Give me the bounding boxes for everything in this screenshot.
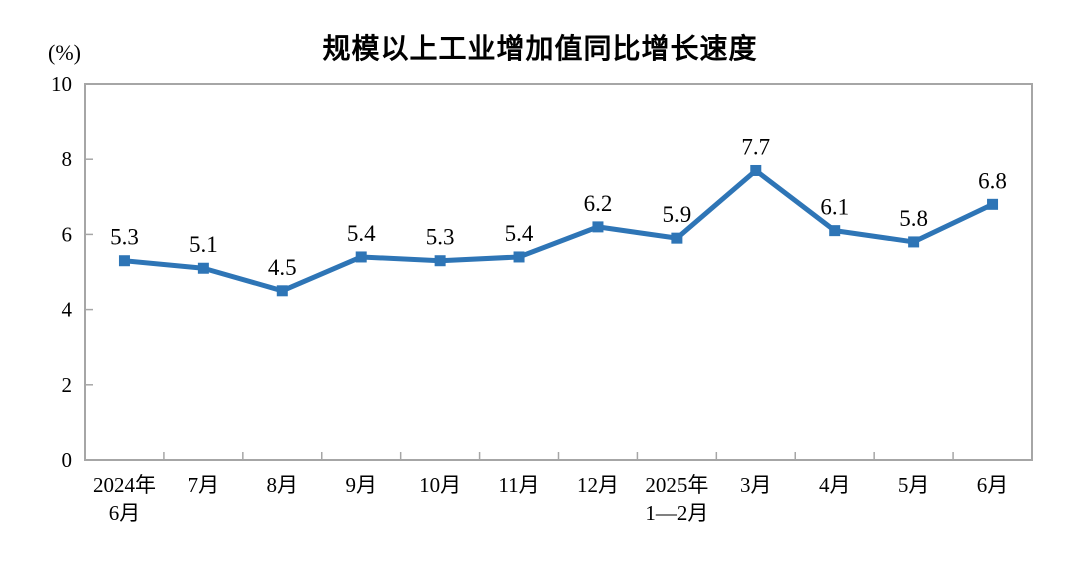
x-axis-category-label: 5月 <box>898 473 930 497</box>
data-point-value-label: 6.8 <box>978 168 1007 193</box>
data-point-marker <box>197 262 209 274</box>
plot-area-border <box>84 83 1033 461</box>
y-axis-tick-label: 8 <box>62 147 73 171</box>
data-point-value-label: 7.7 <box>741 134 770 159</box>
data-point-marker <box>513 251 525 263</box>
x-axis-category-label: 9月 <box>345 473 377 497</box>
data-point-marker <box>434 255 446 267</box>
x-axis-category-label: 12月 <box>577 473 619 497</box>
y-axis-tick-label: 6 <box>62 222 73 246</box>
x-axis-category-label: 3月 <box>740 473 772 497</box>
data-point-marker <box>987 198 999 210</box>
data-point-value-label: 5.8 <box>899 206 928 231</box>
x-axis-category-label: 4月 <box>819 473 851 497</box>
data-point-value-label: 6.2 <box>584 191 613 216</box>
x-axis-category-label: 10月 <box>419 473 461 497</box>
data-point-marker <box>592 221 604 233</box>
y-axis-tick-label: 4 <box>62 298 73 322</box>
data-point-marker <box>276 285 288 297</box>
x-axis-category-label: 2025年 1—2月 <box>645 473 708 525</box>
data-point-value-label: 5.9 <box>663 202 692 227</box>
data-series-line <box>121 167 996 294</box>
x-axis-category-label: 11月 <box>498 473 539 497</box>
data-point-value-label: 4.5 <box>268 255 297 280</box>
data-point-marker <box>829 225 841 237</box>
x-axis-category-label: 7月 <box>188 473 220 497</box>
data-point-value-label: 5.3 <box>110 225 139 250</box>
data-point-marker <box>355 251 367 263</box>
data-point-marker <box>750 164 762 176</box>
chart-title: 规模以上工业增加值同比增长速度 <box>322 33 758 64</box>
y-axis-unit-label: (%) <box>48 40 81 65</box>
x-axis-category-label: 8月 <box>267 473 299 497</box>
data-point-value-label: 5.4 <box>505 221 534 246</box>
y-axis-tick-label: 10 <box>51 72 72 96</box>
data-point-marker <box>118 255 130 267</box>
data-point-marker <box>908 236 920 248</box>
data-point-marker <box>671 232 683 244</box>
data-point-value-label: 6.1 <box>820 195 849 220</box>
y-axis-tick-label: 0 <box>62 448 73 472</box>
data-point-value-label: 5.3 <box>426 225 455 250</box>
y-axis-tick-label: 2 <box>62 373 73 397</box>
x-axis-category-label: 6月 <box>977 473 1009 497</box>
x-axis-category-label: 2024年 6月 <box>93 473 156 525</box>
data-point-value-label: 5.1 <box>189 232 218 257</box>
data-point-value-label: 5.4 <box>347 221 376 246</box>
